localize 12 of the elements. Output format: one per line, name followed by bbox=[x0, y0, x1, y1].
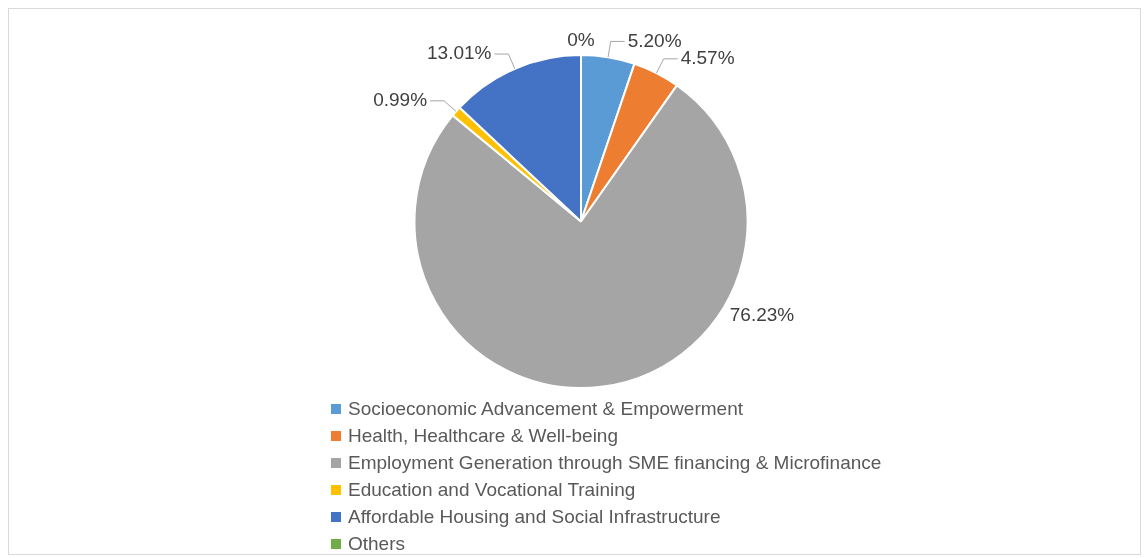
data-label: 4.57% bbox=[680, 47, 735, 69]
legend-label: Others bbox=[348, 532, 406, 555]
legend-label: Employment Generation through SME financing & Microfinance bbox=[348, 451, 882, 474]
text: 0% bbox=[567, 29, 595, 51]
data-label: 76.23% bbox=[729, 304, 795, 326]
data-label: 0.99% bbox=[373, 89, 428, 111]
data-label: 5.20% bbox=[627, 29, 682, 51]
legend-label: Health, Healthcare & Well-being bbox=[348, 424, 619, 447]
legend-label: Affordable Housing and Social Infrastructure bbox=[348, 505, 721, 528]
legend-label: Socioeconomic Advancement & Empowerment bbox=[348, 397, 743, 420]
legend-label: Education and Vocational Training bbox=[348, 478, 636, 501]
data-label: 13.01% bbox=[427, 42, 492, 64]
